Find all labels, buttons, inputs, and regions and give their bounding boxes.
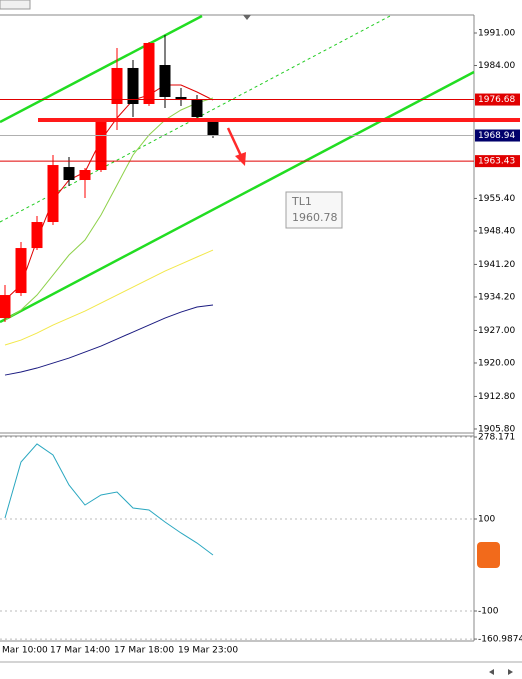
candle-body [63,167,75,180]
y-tick-label: 1991.00 [478,28,515,38]
y-tick-label: -100 [478,607,499,617]
x-tick-label: 19 Mar 23:00 [178,646,238,656]
scroll-left[interactable] [489,669,494,675]
channel-line [0,14,203,124]
indicator-line [4,249,214,346]
ime-icon[interactable] [477,542,500,568]
y-tick-label: 1905.80 [478,424,515,434]
channel-line [0,70,475,324]
y-tick-label: 278.171 [478,433,515,443]
candle-body [47,165,59,223]
arrow-head [235,152,246,166]
tooltip-title: TL1 [291,195,312,208]
price-label-bg [475,129,520,142]
candle-body [111,67,123,105]
candle-body [79,170,91,180]
y-tick-label: 1912.80 [478,392,515,402]
y-tick-label: 1948.40 [478,226,515,236]
y-tick-label: 1934.20 [478,292,515,302]
price-label-bg [475,93,520,106]
indicator-line [4,97,214,321]
y-tick-label: 1941.20 [478,260,515,270]
candle-body [15,248,27,294]
candle-body [0,295,11,319]
channel-midline [0,15,391,223]
price-label: 1976.68 [478,95,515,105]
scroll-right[interactable] [508,669,513,675]
shift-marker [243,15,251,20]
candle-body [207,121,219,136]
candle-body [143,42,155,105]
tooltip-value: 1960.78 [292,211,338,224]
candle-body [191,100,203,118]
x-tick-label: 17 Mar 18:00 [114,646,174,656]
price-label: 1963.43 [478,157,515,167]
candle-body [127,67,139,105]
candle-body [159,65,171,97]
tooltip [285,191,343,229]
arrow-shaft [226,127,244,159]
y-tick-label: 1927.00 [478,326,515,336]
y-tick-label: 1984.00 [478,61,515,71]
indicator-line [4,304,214,376]
indicator-line [4,443,214,556]
x-tick-label: 17 Mar 14:00 [50,646,110,656]
x-tick-label: Mar 10:00 [2,646,48,656]
y-tick-label: -160.9874 [478,635,522,645]
candle-body [31,222,43,249]
tab[interactable] [0,0,31,10]
y-tick-label: 100 [478,514,495,524]
candle-body [175,96,187,101]
y-tick-label: 1920.00 [478,358,515,368]
price-label: 1968.94 [478,131,515,141]
candle-body [95,119,107,171]
y-tick-label: 1955.40 [478,194,515,204]
price-label-bg [475,155,520,168]
